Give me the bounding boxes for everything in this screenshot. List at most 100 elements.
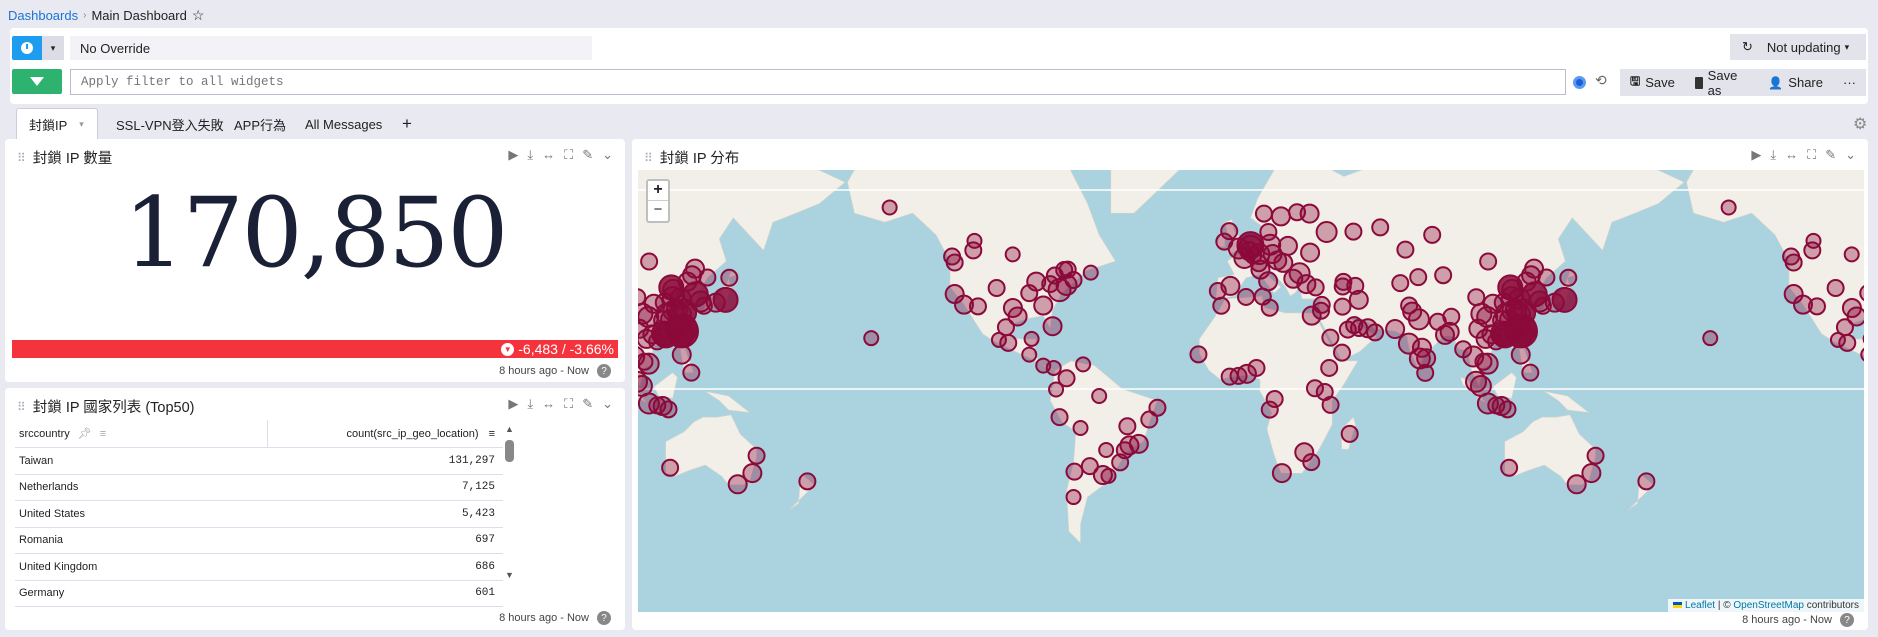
map-marker[interactable]	[1273, 252, 1294, 273]
map-marker[interactable]	[1321, 328, 1340, 347]
map-marker[interactable]	[1366, 323, 1385, 342]
map-marker[interactable]	[1474, 352, 1493, 371]
map-marker[interactable]	[1215, 232, 1234, 251]
pin-icon[interactable]: 📌︎	[77, 428, 92, 440]
scroll-thumb[interactable]	[505, 440, 514, 462]
map-marker[interactable]	[1302, 453, 1321, 472]
map-marker[interactable]	[1254, 204, 1273, 223]
star-icon[interactable]: ☆	[191, 7, 205, 23]
expand-horizontal-icon[interactable]: ↔	[1785, 147, 1799, 162]
map-marker[interactable]	[996, 318, 1015, 337]
sort-icon[interactable]: ≡	[488, 427, 495, 440]
map-marker[interactable]	[944, 284, 965, 305]
map-marker[interactable]	[798, 472, 817, 491]
map-marker[interactable]	[1521, 363, 1540, 382]
fullscreen-icon[interactable]: ⛶	[1807, 147, 1817, 162]
fullscreen-icon[interactable]: ⛶	[564, 147, 574, 162]
map-marker[interactable]	[1416, 348, 1437, 369]
map-marker[interactable]	[1805, 232, 1822, 249]
tab-all-messages[interactable]: All Messages	[305, 116, 383, 132]
map-marker[interactable]	[1499, 309, 1520, 330]
scroll-up-icon[interactable]: ▲	[505, 424, 514, 434]
map-marker[interactable]	[1423, 225, 1442, 244]
map-marker[interactable]	[1111, 453, 1130, 472]
map-marker[interactable]	[1306, 278, 1325, 297]
map-marker[interactable]	[1021, 346, 1038, 363]
table-row[interactable]: United States 5,423	[15, 501, 503, 528]
filter-button[interactable]	[12, 69, 62, 94]
map-marker[interactable]	[698, 268, 717, 287]
map-marker[interactable]	[659, 400, 678, 419]
map-marker[interactable]	[1409, 268, 1428, 287]
download-icon[interactable]: ⤓	[1770, 147, 1777, 162]
map-marker[interactable]	[664, 319, 687, 342]
expand-horizontal-icon[interactable]: ↔	[542, 396, 556, 411]
map-marker[interactable]	[661, 458, 680, 477]
chevron-down-icon[interactable]: ⌄	[602, 396, 613, 411]
sort-icon[interactable]: ≡	[99, 427, 107, 440]
map-marker[interactable]	[669, 287, 692, 310]
tab-ssl-vpn[interactable]: SSL-VPN登入失敗	[116, 117, 224, 133]
map-marker[interactable]	[1859, 285, 1864, 302]
map[interactable]: + − Leaflet | © OpenStreetMap contributo…	[638, 170, 1864, 612]
map-marker[interactable]	[943, 247, 962, 266]
map-marker[interactable]	[1829, 331, 1846, 348]
map-marker[interactable]	[1007, 306, 1028, 327]
map-marker[interactable]	[1247, 358, 1266, 377]
map-marker[interactable]	[1348, 289, 1369, 310]
map-marker[interactable]	[1400, 296, 1419, 315]
add-tab-button[interactable]: +	[402, 114, 412, 133]
map-marker[interactable]	[1344, 222, 1363, 241]
tab-blocked-ip[interactable]: 封鎖IP ▾	[16, 108, 98, 140]
map-marker[interactable]	[1301, 305, 1322, 326]
map-marker[interactable]	[1559, 268, 1578, 287]
map-marker[interactable]	[727, 474, 748, 495]
gear-icon[interactable]: ⚙	[1853, 116, 1868, 133]
map-marker[interactable]	[1333, 343, 1352, 362]
map-marker[interactable]	[1033, 295, 1054, 316]
chevron-down-icon[interactable]: ⌄	[602, 147, 613, 162]
map-marker[interactable]	[1260, 298, 1279, 317]
map-marker[interactable]	[1510, 344, 1531, 365]
fullscreen-icon[interactable]: ⛶	[564, 396, 574, 411]
time-override-field[interactable]: No Override	[70, 36, 592, 60]
map-marker[interactable]	[1048, 381, 1065, 398]
help-icon[interactable]: ?	[1840, 613, 1854, 627]
map-marker[interactable]	[1259, 223, 1278, 242]
map-marker[interactable]	[1118, 417, 1137, 436]
map-marker[interactable]	[1371, 218, 1390, 237]
table-scrollbar[interactable]: ▲ ▼	[505, 424, 517, 580]
map-marker[interactable]	[1846, 306, 1864, 327]
map-marker[interactable]	[1416, 363, 1435, 382]
map-marker[interactable]	[1249, 254, 1268, 273]
chevron-down-icon[interactable]: ⌄	[1845, 147, 1856, 162]
download-icon[interactable]: ⤓	[527, 147, 534, 162]
edit-icon[interactable]: ✎	[582, 147, 594, 162]
map-marker[interactable]	[1057, 369, 1076, 388]
map-marker[interactable]	[638, 318, 650, 339]
column-header-count[interactable]: count(src_ip_geo_location) ≡	[268, 428, 503, 440]
map-marker[interactable]	[1148, 398, 1167, 417]
map-marker[interactable]	[1092, 465, 1113, 486]
save-as-button[interactable]: Save as	[1685, 68, 1758, 98]
osm-link[interactable]: OpenStreetMap	[1733, 600, 1804, 611]
history-icon[interactable]: ⟲	[1595, 72, 1607, 88]
map-marker[interactable]	[1271, 463, 1292, 484]
map-marker[interactable]	[1045, 359, 1062, 376]
map-marker[interactable]	[1467, 288, 1486, 307]
table-row[interactable]: Taiwan 131,297	[15, 448, 503, 475]
map-marker[interactable]	[1075, 356, 1092, 373]
time-range-button[interactable]	[12, 36, 42, 60]
map-marker[interactable]	[1637, 472, 1656, 491]
expand-horizontal-icon[interactable]: ↔	[542, 147, 556, 162]
map-marker[interactable]	[1782, 247, 1801, 266]
map-marker[interactable]	[1783, 284, 1804, 305]
edit-icon[interactable]: ✎	[1825, 147, 1837, 162]
map-marker[interactable]	[720, 268, 739, 287]
zoom-out-button[interactable]: −	[653, 201, 663, 218]
breadcrumb-dashboards-link[interactable]: Dashboards	[8, 8, 79, 23]
map-marker[interactable]	[1702, 330, 1719, 347]
drag-handle-icon[interactable]: ⠿	[17, 150, 26, 165]
map-marker[interactable]	[966, 232, 983, 249]
table-row[interactable]: Romania 697	[15, 528, 503, 554]
